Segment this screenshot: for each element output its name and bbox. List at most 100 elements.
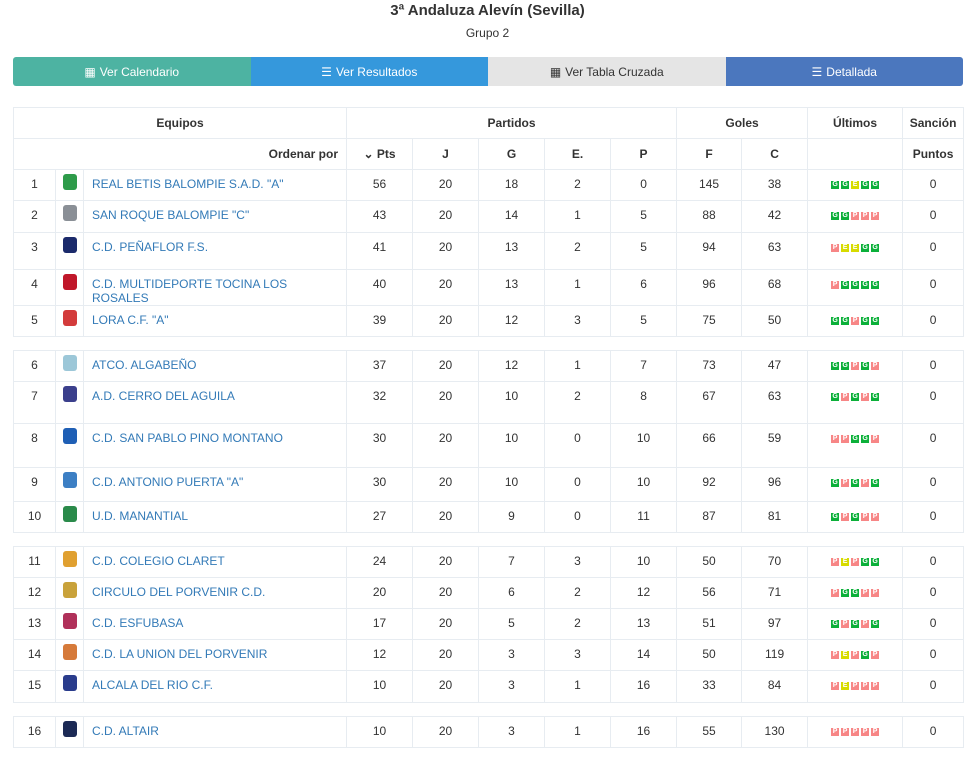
stat-pts: 37 <box>346 350 414 382</box>
team-name[interactable]: A.D. CERRO DEL AGUILA <box>82 381 348 424</box>
stat-e: 3 <box>544 305 612 337</box>
results-button[interactable]: ☰ Ver Resultados <box>250 57 488 86</box>
stat-j: 20 <box>412 608 480 640</box>
team-logo-cell <box>55 232 84 270</box>
stat-p: 13 <box>610 608 678 640</box>
result-badge: P <box>871 727 880 736</box>
result-badge: P <box>831 727 840 736</box>
team-name[interactable]: C.D. LA UNION DEL PORVENIR <box>82 639 348 671</box>
cross-table-label: Ver Tabla Cruzada <box>565 64 664 79</box>
result-badge: P <box>851 557 860 566</box>
header-p: P <box>610 138 678 170</box>
stat-c: 81 <box>741 501 809 533</box>
team-name[interactable]: C.D. ESFUBASA <box>82 608 348 640</box>
table-row: 1 REAL BETIS BALOMPIE S.A.D. "A" 56 20 18 2 0 1… <box>13 169 964 201</box>
team-name[interactable]: C.D. ALTAIR <box>82 716 348 748</box>
result-badge: P <box>841 619 850 628</box>
result-badge: G <box>871 243 880 252</box>
stat-g: 6 <box>478 577 546 609</box>
table-row: 6 ATCO. ALGABEÑO 37 20 12 1 7 73 47 G G P G P 0 <box>13 350 964 382</box>
team-logo-cell <box>55 546 84 578</box>
team-crest-icon <box>62 174 77 190</box>
position: 14 <box>13 639 56 671</box>
table-row: 15 ALCALA DEL RIO C.F. 10 20 3 1 16 33 84 P E P P P 0 <box>13 670 964 703</box>
stat-e: 2 <box>544 169 612 201</box>
header-ultimos: Últimos <box>807 107 904 139</box>
team-name[interactable]: C.D. MULTIDEPORTE TOCINA LOS ROSALES <box>82 269 348 306</box>
calculator-icon: ▦ <box>549 64 562 79</box>
result-badge: P <box>861 478 870 487</box>
table-row: 11 C.D. COLEGIO CLARET 24 20 7 3 10 50 70 P E P G G 0 <box>13 546 964 578</box>
stat-e: 2 <box>544 577 612 609</box>
stat-c: 84 <box>741 670 809 703</box>
team-logo-cell <box>55 200 84 233</box>
stat-g: 18 <box>478 169 546 201</box>
result-badge: P <box>861 619 870 628</box>
team-name[interactable]: SAN ROQUE BALOMPIE "C" <box>82 200 348 233</box>
result-badge: P <box>851 681 860 690</box>
team-crest-icon <box>62 613 77 629</box>
sanction-points: 0 <box>902 639 964 671</box>
team-name[interactable]: C.D. ANTONIO PUERTA "A" <box>82 467 348 502</box>
result-badge: G <box>871 180 880 189</box>
sanction-points: 0 <box>902 200 964 233</box>
detailed-button[interactable]: ☰ Detallada <box>725 57 963 86</box>
table-row: 4 C.D. MULTIDEPORTE TOCINA LOS ROSALES 40 2… <box>13 269 964 306</box>
team-name[interactable]: U.D. MANANTIAL <box>82 501 348 533</box>
result-badge: P <box>861 211 870 220</box>
page-title: 3ª Andaluza Alevín (Sevilla) <box>390 2 585 19</box>
team-name[interactable]: C.D. SAN PABLO PINO MONTANO <box>82 423 348 468</box>
team-crest-icon <box>62 386 77 402</box>
calendar-button[interactable]: ▦ Ver Calendario <box>13 57 251 86</box>
team-name[interactable]: REAL BETIS BALOMPIE S.A.D. "A" <box>82 169 348 201</box>
stat-e: 1 <box>544 670 612 703</box>
result-badge: G <box>861 243 870 252</box>
stat-e: 0 <box>544 423 612 468</box>
view-toolbar: ▦ Ver Calendario ☰ Ver Resultados ▦ Ver Tab… <box>13 57 963 86</box>
result-badge: P <box>851 727 860 736</box>
stat-c: 71 <box>741 577 809 609</box>
chevron-down-icon: ⌄ <box>363 147 374 161</box>
stat-f: 94 <box>676 232 743 270</box>
team-crest-icon <box>62 551 77 567</box>
stat-p: 8 <box>610 381 678 424</box>
sanction-points: 0 <box>902 269 964 306</box>
stat-e: 1 <box>544 200 612 233</box>
result-badge: P <box>841 512 850 521</box>
result-badge: G <box>841 316 850 325</box>
stat-g: 13 <box>478 269 546 306</box>
stat-f: 88 <box>676 200 743 233</box>
stat-j: 20 <box>412 546 480 578</box>
stat-e: 3 <box>544 546 612 578</box>
stat-e: 2 <box>544 608 612 640</box>
team-name[interactable]: LORA C.F. "A" <box>82 305 348 337</box>
team-name[interactable]: ALCALA DEL RIO C.F. <box>82 670 348 703</box>
sort-pts[interactable]: ⌄ Pts <box>346 138 414 170</box>
result-badge: P <box>831 280 840 289</box>
team-name[interactable]: CIRCULO DEL PORVENIR C.D. <box>82 577 348 609</box>
result-badge: P <box>831 681 840 690</box>
separator-cell <box>13 336 964 351</box>
team-name[interactable]: C.D. PEÑAFLOR F.S. <box>82 232 348 270</box>
result-badge: P <box>861 392 870 401</box>
stat-g: 10 <box>478 423 546 468</box>
stat-f: 87 <box>676 501 743 533</box>
sanction-points: 0 <box>902 232 964 270</box>
cross-table-button[interactable]: ▦ Ver Tabla Cruzada <box>488 57 726 86</box>
team-name[interactable]: C.D. COLEGIO CLARET <box>82 546 348 578</box>
team-crest-icon <box>62 274 77 290</box>
stat-j: 20 <box>412 200 480 233</box>
result-badge: P <box>871 650 880 659</box>
stat-e: 3 <box>544 639 612 671</box>
table-row: 8 C.D. SAN PABLO PINO MONTANO 30 20 10 0 10 66 5… <box>13 423 964 468</box>
stat-g: 10 <box>478 381 546 424</box>
stat-e: 0 <box>544 467 612 502</box>
stat-g: 10 <box>478 467 546 502</box>
group-separator <box>13 532 964 547</box>
team-crest-icon <box>62 205 77 221</box>
team-name[interactable]: ATCO. ALGABEÑO <box>82 350 348 382</box>
